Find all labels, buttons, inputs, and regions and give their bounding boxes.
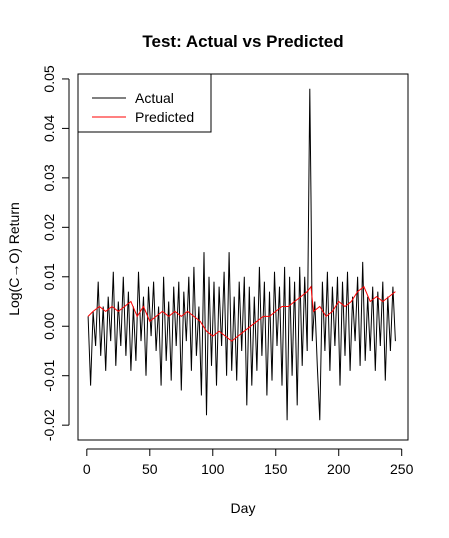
y-tick-label: 0.05	[41, 65, 57, 92]
x-axis: 0 50 100 150 200 250	[83, 448, 414, 477]
legend-label: Actual	[135, 90, 174, 106]
y-tick-label: 0.00	[41, 312, 57, 339]
y-axis-label: Log(C→O) Return	[6, 202, 22, 316]
x-tick-label: 0	[83, 461, 91, 477]
y-tick-label: 0.03	[41, 164, 57, 191]
y-axis: -0.02 -0.01 0.00 0.01 0.02 0.03 0.04 0.05	[41, 65, 70, 441]
legend-label: Predicted	[135, 109, 194, 125]
series-line-predicted	[87, 285, 396, 342]
y-tick-label: 0.04	[41, 115, 57, 142]
y-tick-label: 0.01	[41, 263, 57, 290]
x-axis-label: Day	[231, 500, 256, 516]
series-layer	[87, 88, 396, 421]
x-tick-label: 100	[201, 461, 225, 477]
y-tick-label: -0.01	[41, 360, 57, 392]
plot-area	[77, 73, 409, 441]
x-tick-label: 50	[142, 461, 158, 477]
legend: Actual Predicted	[77, 73, 212, 133]
series-line-actual	[87, 88, 396, 421]
y-tick-label: 0.02	[41, 213, 57, 240]
x-tick-label: 250	[390, 461, 414, 477]
x-tick-label: 200	[327, 461, 351, 477]
chart-title: Test: Actual vs Predicted	[142, 32, 343, 51]
legend-box	[77, 73, 212, 133]
x-tick-label: 150	[264, 461, 288, 477]
y-tick-label: -0.02	[41, 409, 57, 441]
